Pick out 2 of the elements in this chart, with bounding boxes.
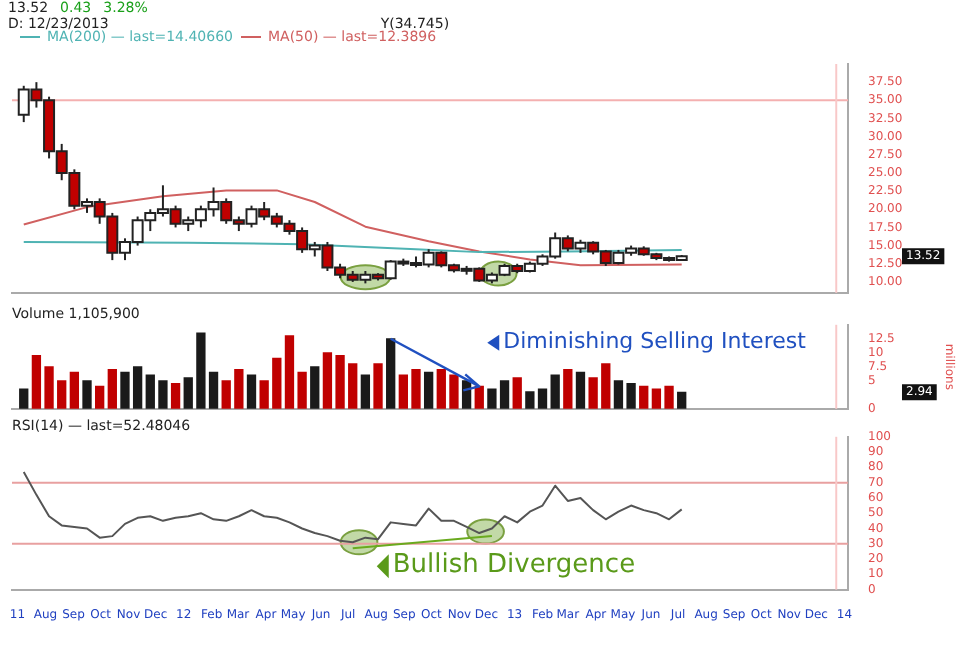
annotation: Diminishing Selling Interest (503, 328, 806, 355)
annotation: Bullish Divergence (392, 550, 636, 581)
